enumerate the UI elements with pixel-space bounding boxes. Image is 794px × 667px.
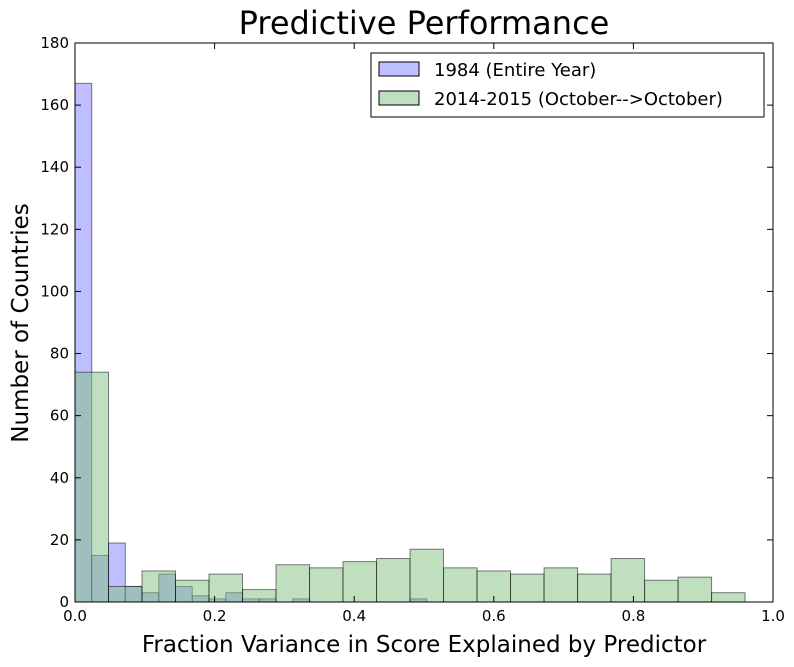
- legend-label-1984: 1984 (Entire Year): [434, 60, 596, 81]
- bar-2014: [376, 558, 411, 603]
- bar-2014: [74, 371, 110, 603]
- x-tick-label: 0.8: [621, 607, 645, 625]
- bar-2014: [443, 567, 478, 603]
- chart-title: Predictive Performance: [239, 4, 610, 42]
- y-tick-label: 80: [50, 345, 69, 363]
- bar-2014: [711, 592, 746, 603]
- bar-2014: [409, 548, 445, 603]
- x-axis-label: Fraction Variance in Score Explained by …: [142, 632, 707, 658]
- bar-2014: [543, 567, 579, 603]
- bar-2014: [242, 589, 277, 603]
- x-tick-label: 0.0: [63, 607, 87, 625]
- bar-2014: [342, 561, 378, 603]
- bar-2014: [610, 558, 646, 603]
- axis-ticks: 0.0 0.2 0.4 0.6 0.8 1.0 0 20 40 60 80 100 120 140 160 1…: [40, 34, 785, 625]
- bar-2014: [510, 573, 545, 603]
- y-tick-label: 160: [40, 96, 69, 114]
- bar-2014: [108, 585, 143, 603]
- legend-frame: [370, 52, 765, 118]
- y-axis-label: Number of Countries: [8, 203, 34, 442]
- legend-label-2014: 2014-2015 (October-->October): [434, 89, 723, 110]
- y-tick-label: 180: [40, 34, 69, 52]
- series-1984-bars: [74, 82, 428, 603]
- legend: 1984 (Entire Year) 2014-2015 (October-->…: [370, 52, 765, 118]
- x-tick-label: 0.4: [342, 607, 366, 625]
- x-tick-label: 1.0: [761, 607, 785, 625]
- bar-2014: [141, 570, 177, 603]
- x-tick-label: 0.2: [203, 607, 227, 625]
- y-tick-label: 100: [40, 282, 69, 300]
- y-tick-label: 0: [59, 593, 69, 611]
- bar-2014: [577, 573, 612, 603]
- y-tick-label: 20: [50, 531, 69, 549]
- bar-2014: [275, 564, 311, 603]
- y-tick-label: 140: [40, 158, 69, 176]
- bar-2014: [309, 567, 344, 603]
- y-tick-label: 60: [50, 407, 69, 425]
- bar-2014: [644, 579, 679, 603]
- legend-swatch-2014: [378, 90, 420, 106]
- y-tick-label: 40: [50, 469, 69, 487]
- x-tick-label: 0.6: [482, 607, 506, 625]
- legend-swatch-1984: [378, 61, 420, 77]
- plot-frame: [74, 42, 774, 603]
- series-2014-bars: [74, 371, 746, 603]
- y-tick-label: 120: [40, 220, 69, 238]
- bar-2014: [677, 576, 713, 603]
- bar-2014: [208, 573, 244, 603]
- bar-2014: [175, 579, 210, 603]
